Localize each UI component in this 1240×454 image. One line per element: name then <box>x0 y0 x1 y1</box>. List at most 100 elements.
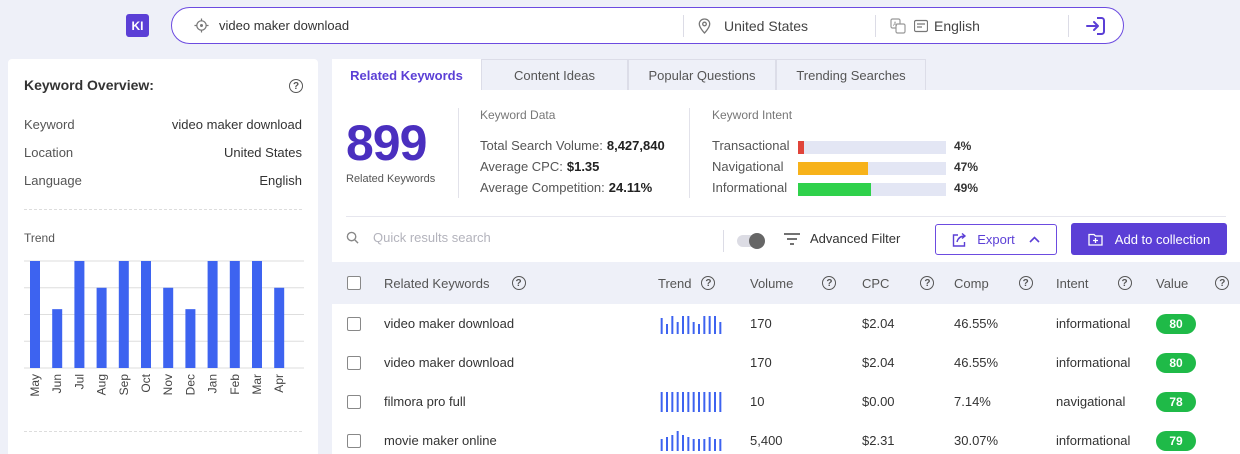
intent-label: Navigational <box>712 159 784 174</box>
location-pin-icon <box>698 17 711 34</box>
intent-percent: 4% <box>954 139 972 153</box>
col-label: Volume <box>750 275 794 291</box>
total-volume-label: Total Search Volume: <box>480 138 603 153</box>
col-cpc[interactable]: CPC? <box>862 262 935 304</box>
sparkline-bar <box>682 315 684 334</box>
trend-bar-aug <box>96 287 107 368</box>
row-checkbox[interactable] <box>347 394 361 409</box>
intent-bar-fill <box>798 162 868 175</box>
trend-bar-jun <box>52 309 63 368</box>
keyword-input-value[interactable]: video maker download <box>219 18 350 33</box>
avg-comp-label: Average Competition: <box>480 180 605 195</box>
tab-related-keywords[interactable]: Related Keywords <box>332 59 481 91</box>
intent-cell: informational <box>1056 433 1131 448</box>
table-header: Related Keywords? Trend? Volume? CPC? Co… <box>332 262 1240 304</box>
sparkline-bar <box>671 434 674 451</box>
related-keywords-panel: 899 Related Keywords Keyword Data Total … <box>332 90 1240 454</box>
row-checkbox[interactable] <box>347 316 361 331</box>
help-icon[interactable]: ? <box>701 276 716 290</box>
intent-row-navigational: Navigational 47% <box>712 159 1002 175</box>
keyword-data-title: Keyword Data <box>480 108 556 122</box>
sparkline-bar <box>692 438 695 451</box>
tab-content-ideas[interactable]: Content Ideas <box>481 59 628 91</box>
quick-search-input[interactable] <box>373 230 673 245</box>
intent-cell: informational <box>1056 355 1131 370</box>
add-to-collection-button[interactable]: Add to collection <box>1071 223 1227 255</box>
col-comp[interactable]: Comp? <box>954 262 1033 304</box>
advanced-filter-button[interactable]: Advanced Filter <box>784 231 900 246</box>
col-value[interactable]: Value? <box>1156 262 1230 304</box>
cpc-cell: $0.00 <box>862 394 895 409</box>
advanced-filter-label: Advanced Filter <box>810 231 901 246</box>
select-all-checkbox[interactable] <box>347 262 361 304</box>
keyword-cell[interactable]: movie maker online <box>384 433 497 448</box>
table-row[interactable]: filmora pro full 10 $0.00 7.14% navigati… <box>332 382 1240 421</box>
overview-row-language: Language English <box>24 173 302 188</box>
average-cpc: Average CPC: $1.35 <box>480 159 599 174</box>
export-button[interactable]: Export <box>935 224 1057 255</box>
folder-plus-icon <box>1088 233 1103 246</box>
col-related-keywords[interactable]: Related Keywords? <box>384 262 526 304</box>
export-icon <box>953 232 967 247</box>
search-go-button[interactable] <box>1069 15 1123 37</box>
col-volume[interactable]: Volume? <box>750 262 837 304</box>
row-checkbox[interactable] <box>347 433 361 448</box>
sparkline-bar <box>708 436 711 451</box>
volume-cell: 10 <box>750 394 765 409</box>
table-row[interactable]: movie maker online 5,400 $2.31 30.07% in… <box>332 421 1240 454</box>
overview-label: Language <box>24 173 82 188</box>
tab-trending-searches[interactable]: Trending Searches <box>776 59 926 91</box>
chevron-up-icon <box>1029 236 1040 243</box>
app-logo[interactable]: KI <box>126 14 149 37</box>
toggle-switch[interactable] <box>737 233 765 249</box>
comp-cell: 46.55% <box>954 355 999 370</box>
trend-sparkline <box>660 391 722 412</box>
table-row[interactable]: video maker download 170 $2.04 46.55% in… <box>332 343 1240 382</box>
keyword-field[interactable]: video maker download <box>172 14 684 37</box>
divider <box>723 230 724 252</box>
trend-month-label: Sep <box>117 374 131 396</box>
comp-cell: 30.07% <box>954 433 999 448</box>
keyword-count-label: Related Keywords <box>346 173 436 185</box>
help-icon[interactable]: ? <box>289 79 303 93</box>
trend-bar-jul <box>74 261 85 368</box>
keyword-cell[interactable]: video maker download <box>384 316 515 331</box>
location-select[interactable]: United States <box>684 14 876 37</box>
cpc-cell: $2.04 <box>862 355 895 370</box>
help-icon[interactable]: ? <box>1018 276 1033 290</box>
keyword-cell[interactable]: filmora pro full <box>384 394 466 409</box>
trend-bar-dec <box>185 309 196 368</box>
divider <box>458 108 459 198</box>
avg-cpc-value: $1.35 <box>566 159 600 174</box>
help-icon[interactable]: ? <box>1215 276 1230 290</box>
divider <box>24 209 302 210</box>
trend-month-label: May <box>28 374 42 397</box>
tab-popular-questions[interactable]: Popular Questions <box>628 59 776 91</box>
language-select[interactable]: A English <box>876 14 1069 37</box>
table-row[interactable]: video maker download 170 $2.04 46.55% in… <box>332 304 1240 343</box>
sparkline-bar <box>719 321 722 334</box>
help-icon[interactable]: ? <box>1117 276 1132 290</box>
trend-bar-may <box>30 261 40 368</box>
intent-bar-track <box>798 183 946 196</box>
help-icon[interactable]: ? <box>822 276 837 290</box>
help-icon[interactable]: ? <box>920 276 935 290</box>
col-intent[interactable]: Intent? <box>1056 262 1132 304</box>
checkbox[interactable] <box>347 276 361 290</box>
value-badge: 79 <box>1156 430 1196 451</box>
help-icon[interactable]: ? <box>511 276 526 290</box>
keyword-cell[interactable]: video maker download <box>384 355 515 370</box>
divider <box>24 431 302 432</box>
trend-sparkline <box>658 352 724 374</box>
export-label: Export <box>977 232 1015 247</box>
sparkline-bar <box>666 436 668 451</box>
target-icon <box>194 18 209 33</box>
sparkline-bar <box>687 436 690 451</box>
trend-bar-mar <box>252 261 262 368</box>
sparkline-bar <box>719 391 722 412</box>
toggle-knob <box>749 233 765 249</box>
sparkline-bar <box>682 434 684 451</box>
cpc-cell: $2.31 <box>862 433 895 448</box>
col-trend[interactable]: Trend? <box>658 262 716 304</box>
row-checkbox[interactable] <box>347 355 361 370</box>
